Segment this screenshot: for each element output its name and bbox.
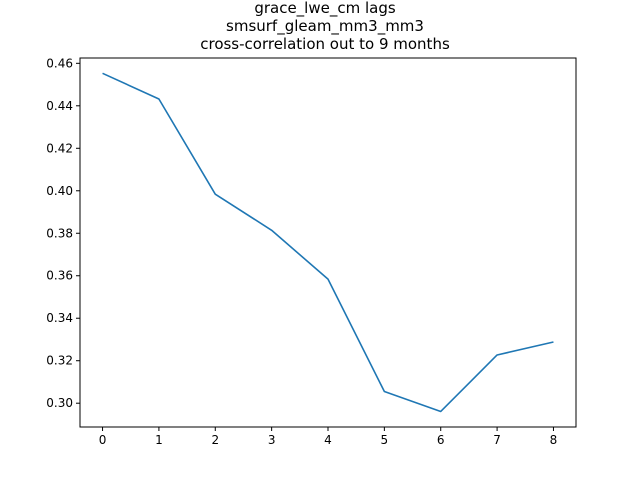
title-line-2: smsurf_gleam_mm3_mm3 [226, 17, 424, 36]
x-tick-label: 1 [155, 433, 163, 447]
x-tick-label: 0 [99, 433, 107, 447]
y-tick-label: 0.32 [46, 354, 73, 368]
title-line-3: cross-correlation out to 9 months [200, 35, 450, 53]
y-tick-label: 0.36 [46, 269, 73, 283]
y-tick-label: 0.38 [46, 226, 73, 240]
y-tick-label: 0.34 [46, 311, 73, 325]
y-tick-label: 0.40 [46, 184, 73, 198]
x-axis: 0 1 2 3 4 5 6 7 8 [99, 427, 558, 447]
plot-frame [79, 57, 577, 428]
x-tick-label: 3 [268, 433, 276, 447]
x-tick-label: 7 [493, 433, 501, 447]
series-line [102, 72, 554, 413]
x-tick-label: 2 [211, 433, 219, 447]
series-layer [102, 72, 554, 413]
y-tick-label: 0.42 [46, 141, 73, 155]
title-line-1: grace_lwe_cm lags [254, 0, 396, 18]
chart-title: grace_lwe_cm lags smsurf_gleam_mm3_mm3 c… [200, 0, 450, 53]
y-tick-label: 0.46 [46, 56, 73, 70]
x-tick-label: 4 [324, 433, 332, 447]
y-axis: 0.30 0.32 0.34 0.36 0.38 0.40 0.42 0.44 0.46 [46, 56, 80, 410]
x-tick-label: 8 [550, 433, 558, 447]
x-tick-label: 6 [437, 433, 445, 447]
x-tick-label: 5 [381, 433, 389, 447]
y-tick-label: 0.30 [46, 396, 73, 410]
y-tick-label: 0.44 [46, 99, 73, 113]
